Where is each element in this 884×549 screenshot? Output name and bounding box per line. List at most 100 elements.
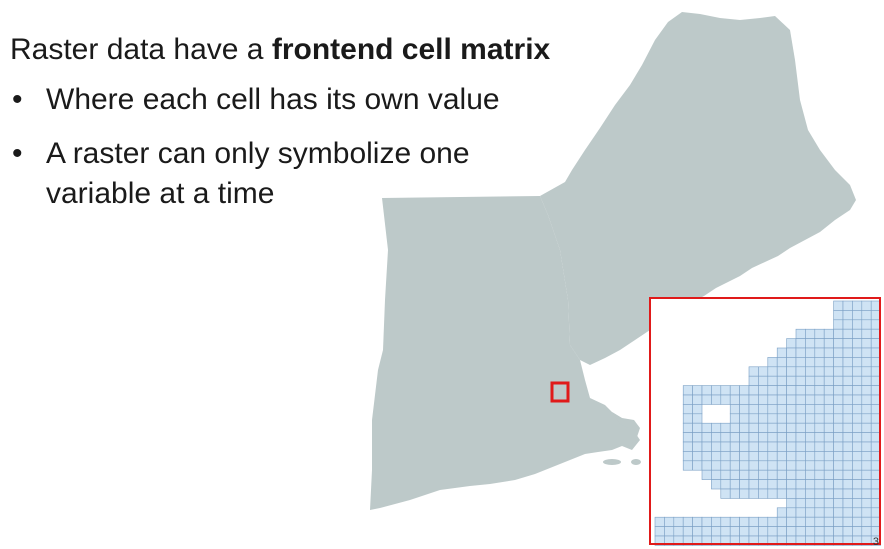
- raster-cell: [776, 385, 787, 396]
- raster-cell: [739, 385, 750, 396]
- raster-cell: [795, 328, 806, 339]
- raster-cell: [748, 516, 759, 527]
- raster-cell: [823, 347, 834, 358]
- raster-cell: [692, 432, 703, 443]
- raster-cell: [852, 300, 863, 311]
- raster-cell: [711, 422, 722, 433]
- raster-cell: [842, 375, 853, 386]
- raster-cell: [758, 404, 769, 415]
- land-island: [631, 459, 641, 465]
- raster-cell: [758, 469, 769, 480]
- raster-cell: [692, 422, 703, 433]
- raster-cell: [692, 460, 703, 471]
- raster-cell: [833, 385, 844, 396]
- raster-cell: [823, 413, 834, 424]
- raster-cell: [767, 394, 778, 405]
- slide-text: Raster data have a frontend cell matrix …: [10, 30, 550, 228]
- raster-cell: [729, 488, 740, 499]
- raster-cell: [776, 366, 787, 377]
- raster-cell: [729, 526, 740, 537]
- raster-cell: [776, 451, 787, 462]
- raster-cell: [814, 404, 825, 415]
- raster-cell: [833, 310, 844, 321]
- raster-cell: [682, 394, 693, 405]
- raster-cell: [842, 460, 853, 471]
- raster-cell: [739, 413, 750, 424]
- raster-cell: [786, 507, 797, 518]
- raster-cell: [729, 432, 740, 443]
- raster-cell: [852, 432, 863, 443]
- raster-cell: [776, 516, 787, 527]
- raster-cell: [748, 451, 759, 462]
- raster-cell: [805, 488, 816, 499]
- raster-cell: [758, 516, 769, 527]
- raster-cell: [748, 375, 759, 386]
- raster-cell: [852, 422, 863, 433]
- raster-cell: [861, 413, 872, 424]
- raster-cell: [814, 328, 825, 339]
- raster-cell: [805, 375, 816, 386]
- raster-cell: [739, 469, 750, 480]
- raster-cell: [842, 319, 853, 330]
- raster-cell: [776, 375, 787, 386]
- raster-cell: [842, 507, 853, 518]
- raster-cell: [833, 441, 844, 452]
- raster-cell: [692, 404, 703, 415]
- raster-cell: [701, 385, 712, 396]
- raster-cell: [861, 310, 872, 321]
- raster-cell: [748, 432, 759, 443]
- raster-cell: [682, 526, 693, 537]
- raster-cell: [795, 347, 806, 358]
- raster-cell: [852, 319, 863, 330]
- raster-cell: [833, 338, 844, 349]
- raster-cell: [748, 526, 759, 537]
- raster-cell: [842, 469, 853, 480]
- raster-cell: [795, 507, 806, 518]
- raster-cell: [711, 432, 722, 443]
- raster-cell: [852, 357, 863, 368]
- raster-cell: [823, 404, 834, 415]
- raster-cell: [786, 432, 797, 443]
- raster-cell: [842, 451, 853, 462]
- raster-cell: [833, 516, 844, 527]
- raster-cell: [720, 451, 731, 462]
- raster-cell: [692, 413, 703, 424]
- raster-cell: [682, 422, 693, 433]
- raster-cell: [758, 441, 769, 452]
- raster-cell: [711, 469, 722, 480]
- raster-cell: [786, 498, 797, 509]
- raster-cell: [842, 488, 853, 499]
- raster-cell: [814, 357, 825, 368]
- raster-cell: [720, 460, 731, 471]
- raster-cell: [842, 357, 853, 368]
- raster-cell: [814, 451, 825, 462]
- raster-cell: [711, 460, 722, 471]
- raster-cell: [748, 441, 759, 452]
- raster-cell: [795, 422, 806, 433]
- raster-cell: [823, 479, 834, 490]
- raster-cell: [748, 366, 759, 377]
- raster-cell: [758, 451, 769, 462]
- raster-cell: [748, 479, 759, 490]
- raster-cell: [720, 422, 731, 433]
- raster-cell: [833, 498, 844, 509]
- raster-cell: [861, 516, 872, 527]
- raster-cell: [805, 366, 816, 377]
- raster-cell: [833, 366, 844, 377]
- raster-cell: [852, 469, 863, 480]
- raster-cell: [795, 432, 806, 443]
- raster-cell: [664, 526, 675, 537]
- raster-cell: [701, 394, 712, 405]
- raster-cell: [711, 526, 722, 537]
- raster-cell: [852, 347, 863, 358]
- raster-cell: [823, 366, 834, 377]
- raster-cell: [823, 507, 834, 518]
- raster-cell: [786, 488, 797, 499]
- raster-cell: [739, 479, 750, 490]
- raster-cell: [786, 422, 797, 433]
- raster-cell: [814, 422, 825, 433]
- raster-cell: [842, 366, 853, 377]
- raster-cell: [861, 404, 872, 415]
- bullet-item: • Where each cell has its own value: [10, 80, 550, 120]
- raster-cell: [861, 366, 872, 377]
